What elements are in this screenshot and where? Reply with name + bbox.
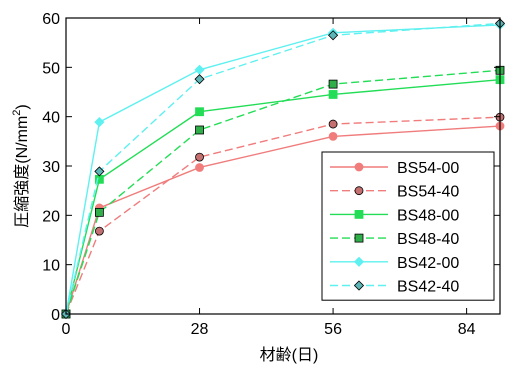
legend-entry-BS48-40: BS48-40: [330, 231, 459, 248]
x-tick-label-56: 56: [324, 321, 342, 338]
y-axis-label-tail: ): [14, 104, 31, 109]
y-tick-label-0: 0: [51, 307, 60, 324]
y-axis-label: 圧縮強度(N/mm2): [11, 104, 31, 227]
data-point-BS42-40-1: [94, 166, 105, 177]
data-point-BS54-00-2: [195, 163, 204, 172]
data-point-BS42-40-2: [194, 74, 205, 85]
data-point-BS54-40-3: [328, 119, 338, 129]
y-axis-label-sup: 2: [11, 110, 23, 116]
y-tick-label-20: 20: [42, 208, 60, 225]
legend-label-BS48-40: BS48-40: [397, 231, 459, 248]
y-axis-label-main: 圧縮強度(N/mm: [13, 116, 31, 228]
x-tick-label-84: 84: [458, 321, 476, 338]
legend-entry-BS54-40: BS54-40: [330, 184, 459, 201]
data-point-BS42-00-2: [194, 64, 205, 75]
data-point-BS42-00-1: [94, 117, 105, 128]
legend-entry-BS54-00: BS54-00: [330, 160, 459, 177]
x-tick-label-28: 28: [191, 321, 209, 338]
data-point-BS54-00-3: [328, 131, 338, 141]
data-point-BS48-40-1: [94, 207, 104, 217]
legend-marker-BS48-00: [354, 209, 364, 219]
legend-label-BS54-00: BS54-00: [397, 160, 459, 177]
legend-box: [321, 151, 495, 301]
legend-marker-BS42-00: [353, 256, 365, 267]
legend-label-BS42-40: BS42-40: [397, 279, 459, 296]
y-tick-label-40: 40: [42, 110, 60, 127]
data-point-BS48-40-2: [195, 125, 204, 135]
axes: 0 10 20 30 40 50 60 0 28 56 84: [42, 11, 501, 338]
legend-entry-BS48-00: BS48-00: [330, 207, 459, 224]
series-line-BS48-40: [65, 69, 501, 315]
legend-label-BS54-40: BS54-40: [397, 184, 459, 201]
legend-marker-BS48-40: [354, 233, 364, 243]
data-point-BS48-00-2: [195, 107, 204, 117]
legend-entry-BS42-00: BS42-00: [330, 255, 459, 272]
y-tick-label-60: 60: [42, 11, 60, 28]
legend-marker-BS54-00: [354, 162, 364, 172]
data-point-BS42-40-3: [328, 30, 339, 41]
legend-marker-BS42-40: [353, 280, 365, 291]
legend-marker-BS54-40: [354, 186, 364, 196]
data-point-BS48-40-3: [328, 79, 338, 89]
y-tick-label-50: 50: [42, 60, 60, 77]
x-axis-label: 材齢(日): [260, 346, 319, 364]
data-point-BS48-00-3: [328, 90, 338, 99]
data-point-BS54-40-1: [94, 226, 104, 236]
x-tick-label-0: 0: [62, 321, 71, 338]
y-tick-label-10: 10: [42, 258, 60, 275]
data-point-BS54-40-2: [195, 152, 204, 162]
y-tick-label-30: 30: [42, 159, 60, 176]
legend-label-BS42-00: BS42-00: [397, 255, 459, 272]
legend-label-BS48-00: BS48-00: [397, 207, 459, 224]
legend-entry-BS42-40: BS42-40: [330, 279, 459, 296]
legend: BS54-00 BS54-40 BS48-00 BS48-40 BS42-00 BS42-…: [321, 151, 495, 301]
